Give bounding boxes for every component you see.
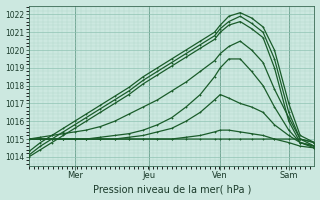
X-axis label: Pression niveau de la mer( hPa ): Pression niveau de la mer( hPa ) [92,184,251,194]
